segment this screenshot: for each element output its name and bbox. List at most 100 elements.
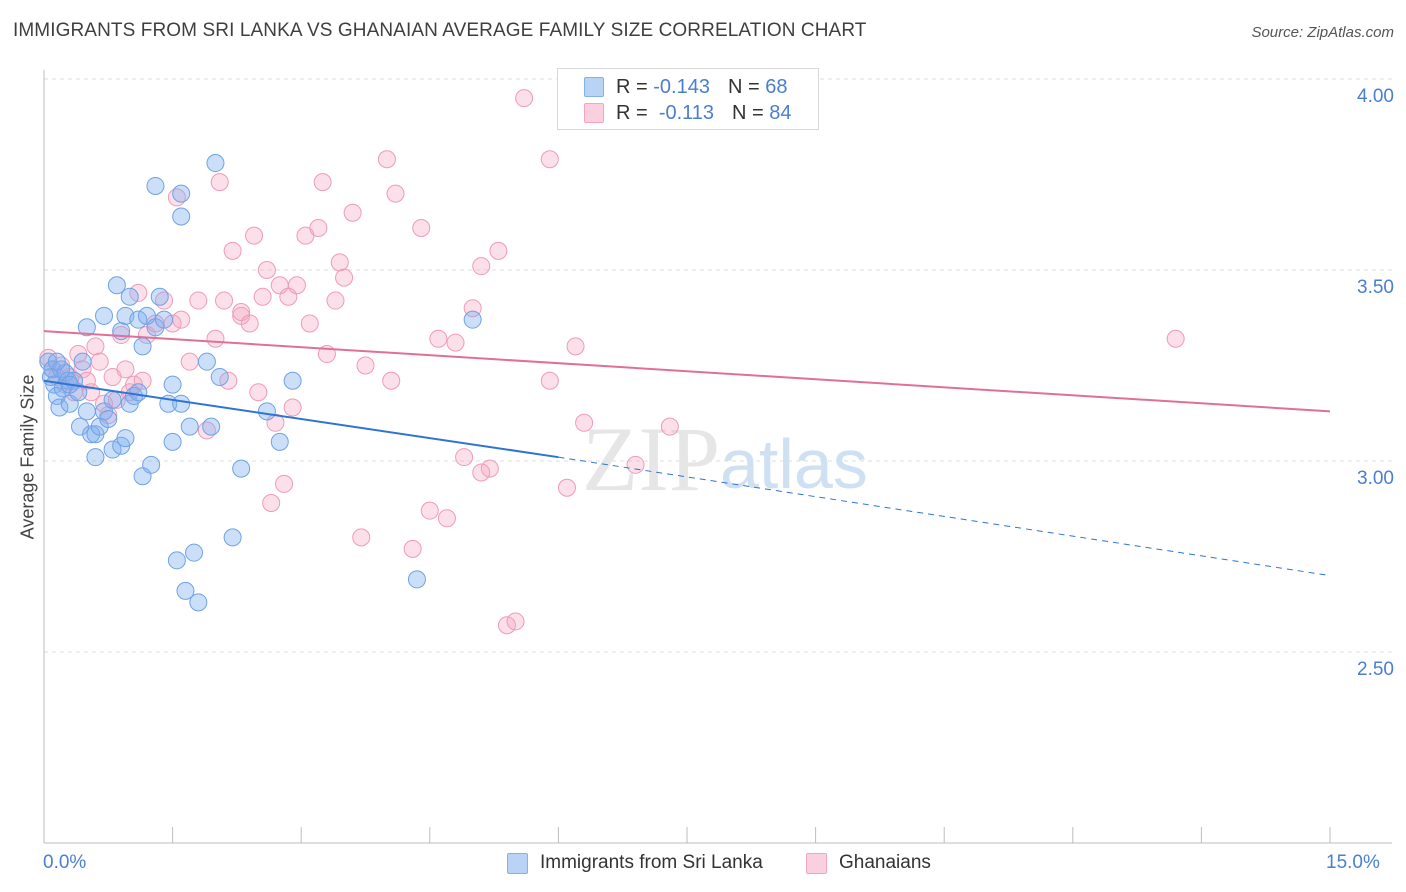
ghanaians-point	[283, 398, 302, 417]
ghanaians-point	[210, 173, 229, 192]
ghanaians-point	[326, 291, 345, 310]
sri-lanka-point	[257, 402, 276, 421]
r-label: R =	[616, 101, 648, 124]
sri-lanka-point	[463, 310, 482, 329]
chart-title: IMMIGRANTS FROM SRI LANKA VS GHANAIAN AV…	[13, 20, 867, 41]
sri-lanka-point	[129, 383, 148, 402]
x-tick-label-max: 15.0%	[1326, 852, 1380, 873]
ghanaians-point	[356, 356, 375, 375]
ghanaians-point	[352, 528, 371, 547]
sri-lanka-point	[45, 375, 64, 394]
ghanaians-point	[86, 337, 105, 356]
ghanaians-point	[133, 371, 152, 390]
sri-lanka-point	[107, 276, 126, 295]
trend-lines	[43, 330, 1331, 577]
legend-label: Ghanaians	[839, 852, 931, 873]
stats-legend: R = -0.143 N = 68 R = -0.113 N = 84	[557, 68, 819, 130]
sri-lanka-point	[86, 448, 105, 467]
sri-lanka-point	[210, 367, 229, 386]
ghanaians-point	[420, 501, 439, 520]
axes	[43, 70, 1392, 844]
ghanaians-point	[309, 218, 328, 237]
sri-lanka-point	[95, 306, 114, 325]
sri-lanka-point	[223, 528, 242, 547]
sri-lanka-point	[172, 207, 191, 226]
ghanaians-point	[437, 509, 456, 528]
r-value: -0.113	[658, 101, 715, 124]
ghanaians-point	[253, 287, 272, 306]
ghanaians-trend-line	[43, 330, 1331, 413]
ghanaians-point	[382, 371, 401, 390]
sri-lanka-point	[202, 417, 221, 436]
sri-lanka-point	[270, 432, 289, 451]
sri-lanka-point	[103, 440, 122, 459]
ghanaians-point	[429, 329, 448, 348]
ghanaians-point	[240, 314, 259, 333]
ghanaians-point	[412, 218, 431, 237]
ghanaians-point	[489, 241, 508, 260]
sri-lanka-point	[167, 551, 186, 570]
n-value: 84	[769, 101, 792, 124]
ghanaians-point	[540, 150, 559, 169]
watermark-zip: ZIP	[582, 408, 720, 510]
ghanaians-point	[540, 371, 559, 390]
ghanaians-point	[497, 616, 516, 635]
source-credit: Source: ZipAtlas.com	[1251, 24, 1394, 41]
ghanaians-point	[249, 383, 268, 402]
ghanaians-point	[245, 226, 264, 245]
ghanaians-swatch	[806, 852, 827, 874]
ghanaians-point	[472, 463, 491, 482]
ghanaians-point	[215, 291, 234, 310]
ghanaians-point	[343, 203, 362, 222]
ghanaians-point	[480, 459, 499, 478]
sri-lanka-point	[189, 593, 208, 612]
sri-lanka-point	[50, 398, 69, 417]
sri-lanka-trend-line	[43, 379, 559, 459]
ghanaians-point	[557, 478, 576, 497]
r-label: R =	[616, 75, 648, 98]
sri-lanka-point	[176, 581, 195, 600]
sri-lanka-swatch	[584, 77, 604, 97]
watermark-atlas: atlas	[720, 425, 868, 503]
sri-lanka-point	[133, 337, 152, 356]
sri-lanka-point	[77, 402, 96, 421]
sri-lanka-point	[185, 543, 204, 562]
y-tick-label-4: 4.00	[1357, 86, 1394, 107]
sri-lanka-point	[99, 409, 118, 428]
legend-row-sri-lanka: R = -0.143 N = 68	[584, 75, 787, 99]
ghanaians-point	[403, 539, 422, 558]
sri-lanka-point	[116, 429, 135, 448]
n-value: 68	[765, 75, 788, 98]
ghanaians-point	[90, 352, 109, 371]
bottom-legend-sri-lanka: Immigrants from Sri Lanka	[507, 852, 763, 874]
sri-lanka-point	[197, 352, 216, 371]
ghanaians-point	[330, 253, 349, 272]
n-label: N =	[732, 101, 764, 124]
n-label: N =	[727, 75, 760, 98]
ghanaians-points	[39, 89, 1185, 635]
sri-lanka-point	[232, 459, 251, 478]
sri-lanka-point	[155, 310, 174, 329]
sri-lanka-point	[146, 176, 165, 195]
sri-lanka-point	[172, 184, 191, 203]
sri-lanka-point	[206, 154, 225, 173]
ghanaians-point	[1166, 329, 1185, 348]
ghanaians-point	[189, 291, 208, 310]
sri-lanka-point	[77, 318, 96, 337]
ghanaians-point	[172, 310, 191, 329]
ghanaians-point	[313, 173, 332, 192]
ghanaians-point	[180, 352, 199, 371]
grid-lines	[44, 78, 1392, 653]
x-tick-label-min: 0.0%	[43, 852, 87, 873]
ghanaians-point	[262, 494, 281, 513]
ghanaians-point	[163, 314, 182, 333]
legend-label: Immigrants from Sri Lanka	[540, 852, 763, 873]
ghanaians-point	[515, 89, 534, 108]
sri-lanka-point	[73, 352, 92, 371]
ghanaians-point	[575, 413, 594, 432]
sri-lanka-point	[129, 310, 148, 329]
sri-lanka-point	[47, 352, 66, 371]
ghanaians-point	[660, 417, 679, 436]
sri-lanka-trend-extension	[558, 456, 1331, 577]
sri-lanka-point	[142, 455, 161, 474]
